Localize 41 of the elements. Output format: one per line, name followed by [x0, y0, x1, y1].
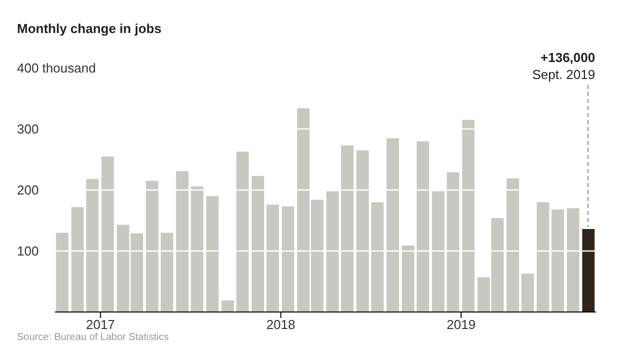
- bar: [536, 202, 550, 312]
- x-tick-label: 2018: [266, 317, 296, 332]
- bar: [371, 202, 384, 312]
- bar: [146, 180, 158, 312]
- bar: [282, 206, 294, 312]
- y-tick-label: 100: [17, 244, 39, 259]
- bar: [341, 145, 354, 312]
- bar: [326, 191, 339, 312]
- bar: [176, 171, 189, 312]
- bar: [206, 196, 219, 312]
- y-tick-label: 200: [17, 182, 39, 198]
- bar: [462, 120, 475, 312]
- annotation: Sept. 2019: [532, 67, 596, 82]
- bar: [386, 138, 399, 312]
- chart-title: Monthly change in jobs: [17, 21, 162, 36]
- bar: [160, 232, 174, 312]
- bar: [86, 179, 99, 312]
- bar: [71, 207, 84, 312]
- bar: [552, 210, 564, 312]
- x-tick-label: 2019: [446, 317, 476, 332]
- bar: [222, 300, 234, 312]
- text: +136,000: [540, 50, 596, 65]
- bar: [266, 204, 279, 312]
- bar: [446, 172, 460, 312]
- x-tick-label: 2017: [86, 317, 115, 332]
- bar: [101, 156, 114, 312]
- bar: [402, 246, 414, 312]
- bar: [506, 178, 520, 312]
- bar: [190, 186, 204, 312]
- bar: [252, 176, 264, 312]
- source-note: Source: Bureau of Labor Statistics: [17, 332, 169, 343]
- bar: [356, 150, 369, 312]
- bar: [56, 232, 68, 312]
- bar: [236, 152, 249, 312]
- bar: [566, 208, 580, 312]
- bar: [521, 274, 534, 312]
- bar: [416, 141, 430, 312]
- bar: [582, 229, 595, 312]
- bar: [432, 191, 444, 312]
- y-tick-label: 400 thousand: [17, 60, 96, 76]
- y-tick-label: 300: [17, 122, 39, 137]
